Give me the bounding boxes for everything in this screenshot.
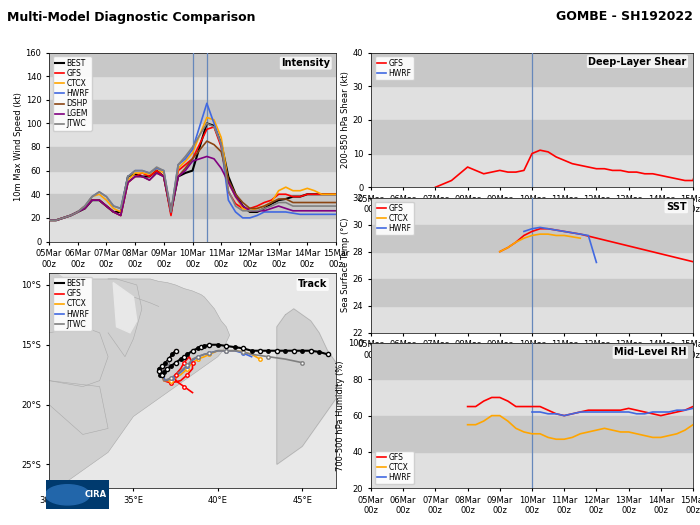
Legend: BEST, GFS, CTCX, HWRF, JTWC: BEST, GFS, CTCX, HWRF, JTWC [52,277,92,331]
Bar [371,343,693,379]
Bar [371,52,693,86]
Text: Deep-Layer Shear: Deep-Layer Shear [588,57,687,67]
Bar [371,279,693,306]
Polygon shape [108,279,142,356]
Polygon shape [49,273,230,488]
Legend: GFS, CTCX, HWRF: GFS, CTCX, HWRF [374,202,414,235]
Y-axis label: 10m Max Wind Speed (kt): 10m Max Wind Speed (kt) [14,92,22,202]
Polygon shape [277,309,344,464]
Text: Multi-Model Diagnostic Comparison: Multi-Model Diagnostic Comparison [7,10,256,24]
Y-axis label: 700-500 hPa Humidity (%): 700-500 hPa Humidity (%) [336,360,345,471]
Polygon shape [49,381,108,434]
Bar [371,225,693,251]
Text: Mid-Level RH: Mid-Level RH [614,348,687,358]
Text: GOMBE - SH192022: GOMBE - SH192022 [556,10,693,24]
Legend: GFS, CTCX, HWRF: GFS, CTCX, HWRF [374,450,414,485]
Text: CIRA: CIRA [85,490,106,499]
Bar [49,100,336,123]
Polygon shape [113,282,136,333]
Bar [49,194,336,218]
Bar [371,120,693,153]
Bar [49,52,336,76]
Y-axis label: 200-850 hPa Shear (kt): 200-850 hPa Shear (kt) [341,71,350,169]
Polygon shape [49,327,108,386]
Y-axis label: Sea Surface Temp (°C): Sea Surface Temp (°C) [341,218,350,312]
Text: Intensity: Intensity [281,58,330,68]
Text: Track: Track [298,279,328,289]
Circle shape [46,485,90,505]
Legend: GFS, HWRF: GFS, HWRF [374,56,414,80]
Legend: BEST, GFS, CTCX, HWRF, DSHP, LGEM, JTWC: BEST, GFS, CTCX, HWRF, DSHP, LGEM, JTWC [52,56,92,131]
Bar [371,416,693,452]
Bar [49,147,336,171]
Text: SST: SST [666,202,687,212]
